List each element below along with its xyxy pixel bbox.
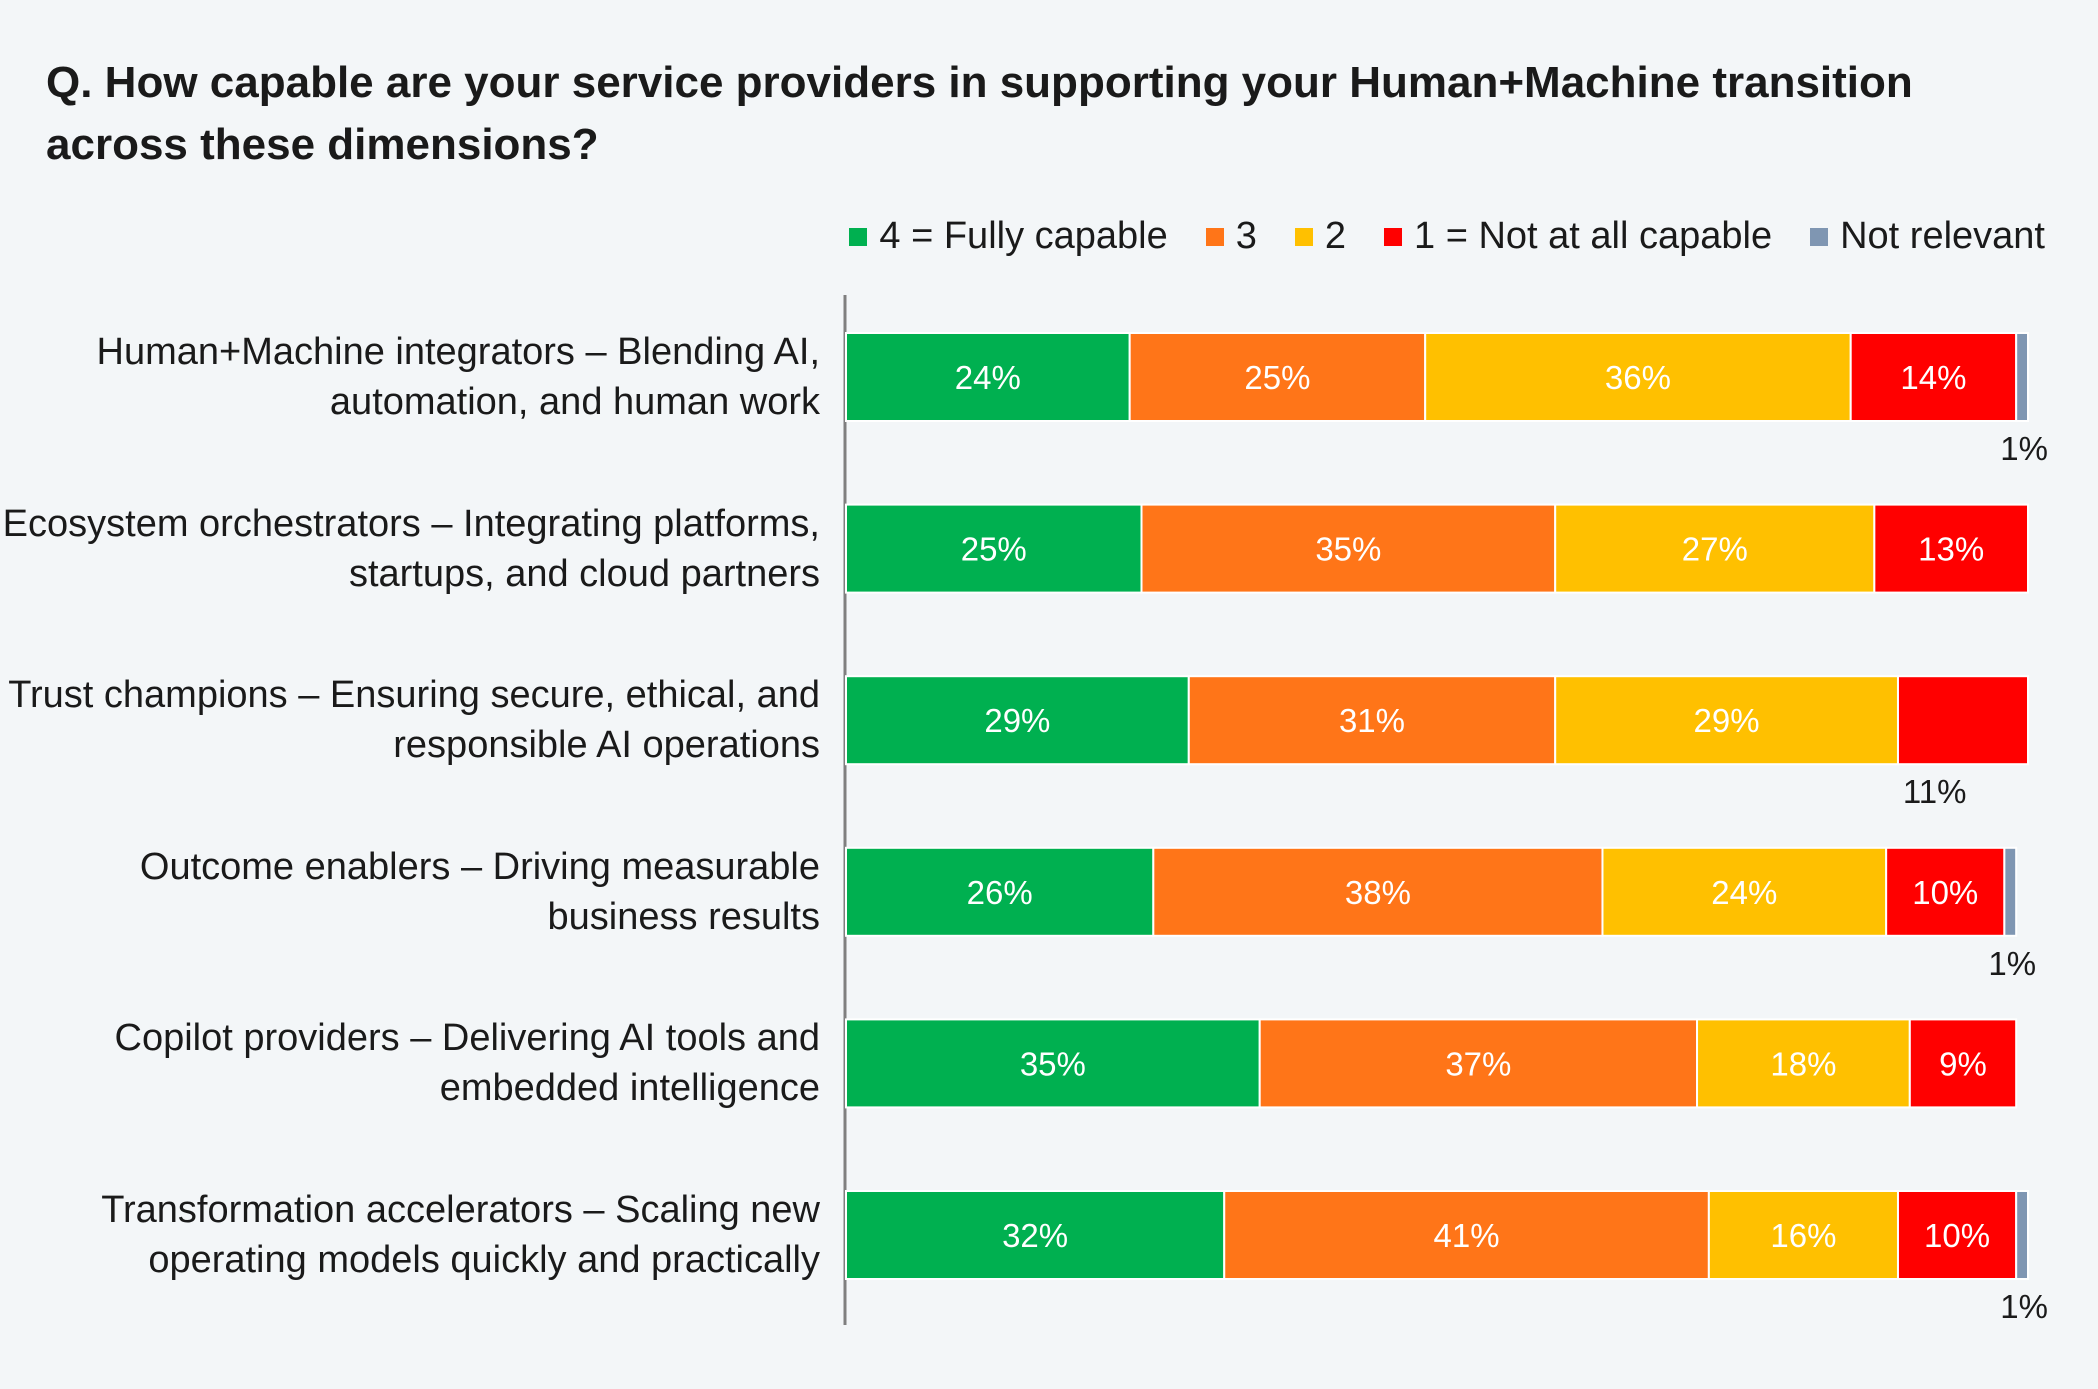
category-label: Ecosystem orchestrators – Integrating pl… [2, 502, 820, 595]
category-label: Outcome enablers – Driving measurable bu… [139, 845, 820, 938]
legend-label: 2 [1324, 215, 1347, 257]
data-label: 1% [1988, 945, 2036, 982]
data-label: 36% [1605, 359, 1671, 396]
data-label: 11% [1903, 773, 1967, 810]
data-label: 10% [1912, 874, 1978, 911]
data-label: 27% [1682, 531, 1748, 568]
bar-segment [1908, 1018, 2018, 1109]
legend-item: 2 [1294, 215, 1347, 258]
data-label: 24% [955, 359, 1021, 396]
legend-item: 4 = Fully capable [849, 215, 1168, 258]
legend-item: Not relevant [1810, 215, 2045, 258]
data-label: 37% [1445, 1045, 1511, 1082]
category-label: Transformation accelerators – Scaling ne… [101, 1189, 820, 1281]
bar-segment [2015, 332, 2030, 422]
bar-segment [845, 1018, 1261, 1109]
legend-label: 4 = Fully capable [879, 215, 1168, 257]
category-label: Trust champions – Ensuring secure, ethic… [8, 674, 820, 767]
bar-segment [1896, 1190, 2018, 1280]
bar-segment [1223, 1190, 1710, 1280]
bar-segment [1885, 846, 2006, 937]
bar-segment [845, 675, 1190, 766]
data-label: 16% [1770, 1217, 1836, 1254]
bar-segment [1424, 332, 1852, 422]
bar-segment [2015, 1190, 2030, 1280]
data-label: 41% [1434, 1217, 1500, 1254]
bar-segment [1258, 1018, 1699, 1109]
bar-segment [1554, 675, 1899, 766]
legend-swatch [849, 227, 868, 246]
legend: 4 = Fully capable 3 2 1 = Not at all capabl… [811, 215, 2045, 258]
legend-item: 1 = Not at all capable [1384, 215, 1772, 258]
legend-swatch [1205, 227, 1224, 246]
data-label: 1% [2000, 430, 2048, 467]
data-label: 35% [1315, 531, 1381, 568]
bar-segment [1873, 503, 2029, 594]
legend-swatch [1810, 227, 1829, 246]
chart-title: Q. How capable are your service provider… [46, 58, 1913, 169]
bar-segment [1896, 675, 2029, 766]
data-label: 35% [1020, 1045, 1086, 1082]
bar-segment [845, 332, 1131, 422]
data-label: 9% [1939, 1045, 1987, 1082]
bar-segment [2003, 846, 2018, 937]
data-label: 26% [967, 874, 1033, 911]
legend-swatch [1384, 227, 1403, 246]
data-label: 25% [961, 531, 1027, 568]
bar-segment [1554, 503, 1876, 594]
bar-segment [1187, 675, 1557, 766]
data-label: 29% [984, 702, 1050, 739]
legend-swatch [1294, 227, 1313, 246]
bar-segment [1128, 332, 1427, 422]
bar-segment [1140, 503, 1557, 594]
data-label: 29% [1694, 702, 1760, 739]
bar-segment [845, 503, 1143, 594]
data-label: 10% [1924, 1217, 1990, 1254]
legend-item: 3 [1205, 215, 1257, 258]
data-label: 13% [1918, 531, 1984, 568]
legend-label: Not relevant [1840, 215, 2045, 257]
data-label: 18% [1770, 1045, 1836, 1082]
data-label: 38% [1345, 874, 1411, 911]
data-label: 31% [1339, 702, 1405, 739]
data-label: 14% [1900, 359, 1966, 396]
category-label: Human+Machine integrators – Blending AI,… [96, 331, 820, 423]
data-label: 32% [1002, 1217, 1068, 1254]
category-label: Copilot providers – Delivering AI tools … [114, 1017, 821, 1110]
data-label: 1% [2000, 1288, 2048, 1325]
bar-segment [1849, 332, 2018, 422]
data-label: 24% [1711, 874, 1777, 911]
legend-label: 3 [1235, 215, 1257, 257]
bar-segment [845, 846, 1155, 937]
data-label: 25% [1244, 359, 1310, 396]
legend-label: 1 = Not at all capable [1414, 215, 1773, 257]
